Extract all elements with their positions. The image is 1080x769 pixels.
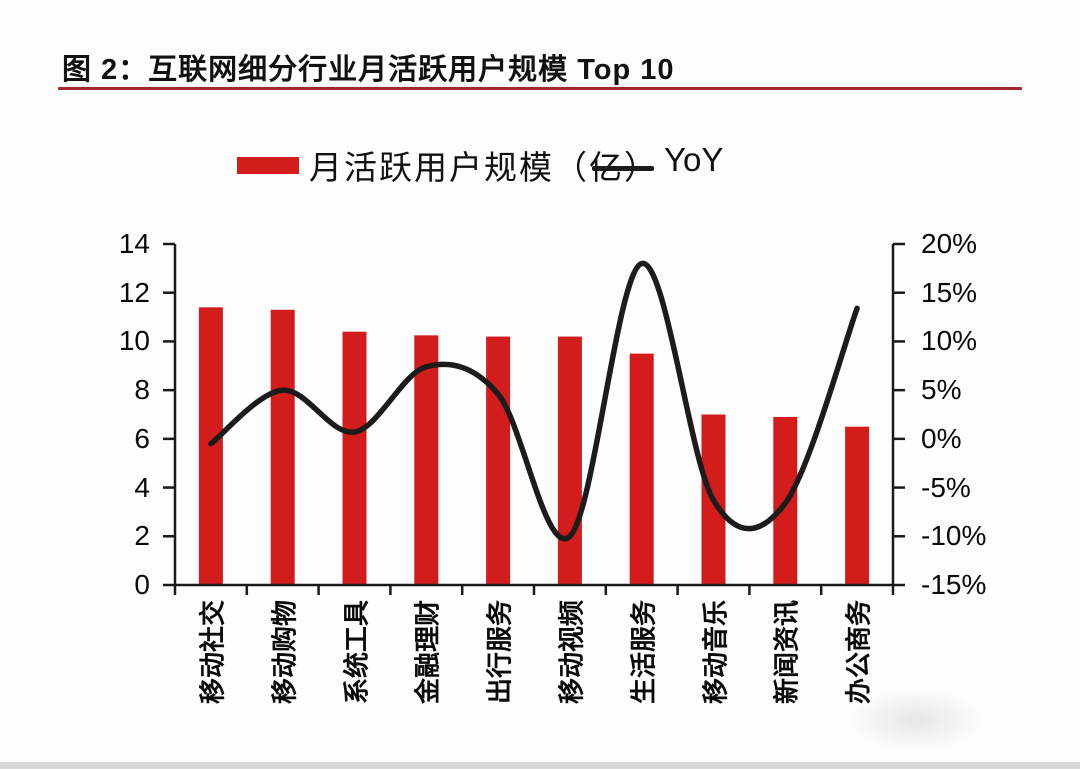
bar-系统工具 <box>342 331 367 585</box>
left-axis-label: 10 <box>118 325 150 357</box>
right-axis-label: 20% <box>921 228 978 259</box>
category-label-新闻资讯: 新闻资讯 <box>771 600 802 705</box>
watermark <box>848 688 984 752</box>
bar-移动视频 <box>557 336 582 585</box>
category-label-移动视频: 移动视频 <box>556 600 587 705</box>
yoy-line <box>208 260 860 542</box>
figure-title: 图 2：互联网细分行业月活跃用户规模 Top 10 <box>62 54 675 86</box>
legend-line-swatch-icon <box>592 166 654 171</box>
left-axis-label: 8 <box>134 374 150 406</box>
left-axis-label: 6 <box>134 422 150 454</box>
legend-bar-swatch-icon <box>237 157 299 174</box>
category-label-移动社交: 移动社交 <box>197 600 228 705</box>
legend-line-label: YoY <box>664 141 724 178</box>
right-axis-label: -10% <box>921 520 987 552</box>
left-axis-label: 2 <box>134 520 150 552</box>
left-axis-label: 0 <box>134 569 150 600</box>
right-axis-label: 5% <box>921 374 962 406</box>
right-axis-label: -15% <box>921 569 987 600</box>
bar-生活服务 <box>629 353 654 585</box>
bottom-edge <box>0 762 1080 769</box>
category-label-移动音乐: 移动音乐 <box>700 600 730 705</box>
bar-办公商务 <box>845 426 870 585</box>
bar-出行服务 <box>486 336 511 585</box>
category-label-办公商务: 办公商务 <box>843 600 874 705</box>
right-axis-label: 0% <box>921 422 962 454</box>
bar-移动购物 <box>270 309 295 585</box>
right-axis-label: -5% <box>921 471 971 503</box>
bar-金融理财 <box>414 335 439 585</box>
right-axis-label: 10% <box>921 325 978 357</box>
category-label-移动购物: 移动购物 <box>269 600 300 705</box>
left-axis-label: 14 <box>118 228 150 259</box>
title-underline <box>58 87 1022 90</box>
category-label-出行服务: 出行服务 <box>484 600 515 705</box>
right-axis-label: 15% <box>921 276 978 308</box>
category-label-系统工具: 系统工具 <box>341 600 371 705</box>
left-axis-label: 12 <box>118 276 150 308</box>
category-label-金融理财: 金融理财 <box>412 600 443 705</box>
category-label-生活服务: 生活服务 <box>628 600 659 705</box>
left-axis-label: 4 <box>134 471 150 503</box>
